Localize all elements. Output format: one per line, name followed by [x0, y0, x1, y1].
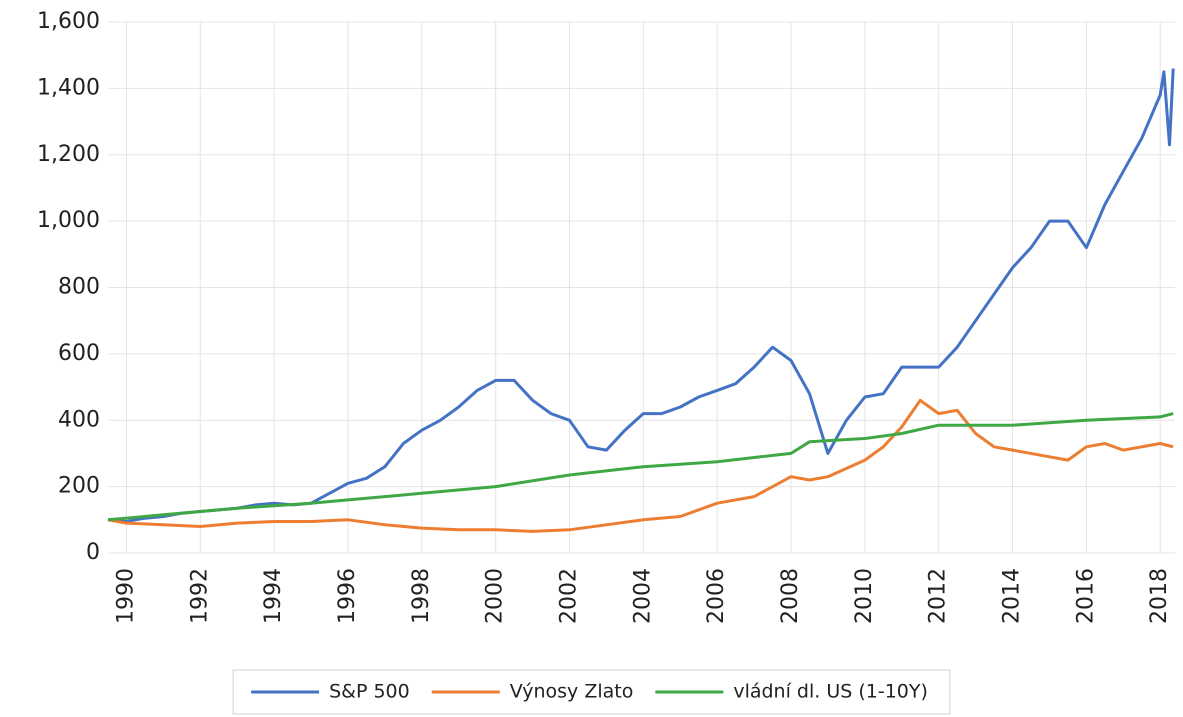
y-tick-label: 0 [86, 540, 100, 565]
x-tick-label: 2002 [557, 568, 582, 624]
x-tick-label: 2018 [1147, 568, 1172, 624]
x-tick-label: 2012 [926, 568, 951, 624]
series-line [107, 412, 1174, 522]
x-tick-label: 2016 [1073, 568, 1098, 624]
series-line [107, 68, 1175, 523]
x-tick-label: 1998 [409, 568, 434, 624]
legend-box [232, 669, 951, 715]
y-tick-label: 600 [58, 341, 100, 366]
x-tick-label: 1992 [187, 568, 212, 624]
legend: S&P 500 Výnosy Zlato vládní dl. US (1-10Y) [232, 669, 951, 715]
x-tick-label: 2014 [1000, 568, 1025, 624]
y-tick-label: 1,200 [37, 142, 100, 167]
y-tick-label: 1,400 [37, 75, 100, 100]
y-tick-label: 800 [58, 275, 100, 300]
y-tick-label: 1,000 [37, 208, 100, 233]
x-tick-label: 2008 [778, 568, 803, 624]
series-line [107, 398, 1174, 533]
legend-label: S&P 500 [329, 681, 410, 703]
y-tick-label: 1,600 [37, 9, 100, 34]
legend-label: Výnosy Zlato [510, 681, 634, 703]
x-tick-label: 2006 [704, 568, 729, 624]
x-tick-label: 1990 [113, 568, 138, 624]
x-tick-label: 1994 [261, 568, 286, 624]
y-tick-label: 400 [58, 407, 100, 432]
y-tick-label: 200 [58, 474, 100, 499]
x-tick-label: 2004 [630, 568, 655, 624]
x-tick-label: 1996 [335, 568, 360, 624]
legend-label: vládní dl. US (1-10Y) [733, 681, 928, 703]
x-tick-label: 2000 [483, 568, 508, 624]
x-tick-label: 2010 [852, 568, 877, 624]
